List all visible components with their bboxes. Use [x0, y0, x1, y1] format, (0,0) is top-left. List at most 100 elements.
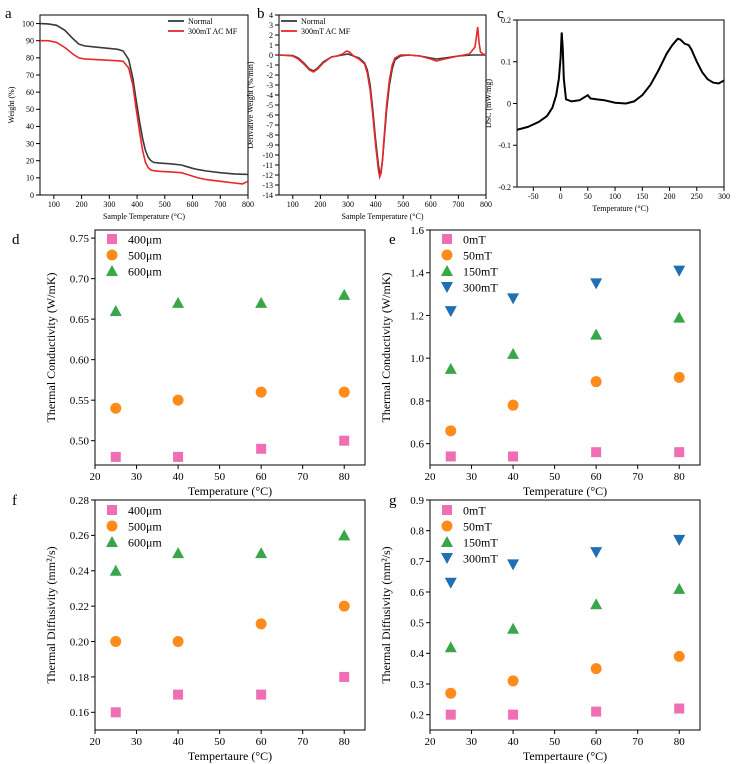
y-tick-label: 0.7: [410, 556, 424, 568]
series-500μm: [110, 386, 350, 414]
y-tick-label: 0.60: [70, 355, 90, 367]
legend-label: 500μm: [128, 249, 162, 263]
series-600μm: [109, 529, 351, 576]
data-point: [674, 703, 685, 714]
x-tick-label: 80: [339, 736, 351, 748]
data-point: [673, 650, 685, 662]
y-tick-label: 50: [26, 105, 34, 114]
y-tick-label: -10: [262, 151, 273, 160]
series-50mT: [445, 371, 685, 437]
y-tick-label: -3: [266, 81, 273, 90]
series-400μm: [110, 671, 350, 718]
x-tick-label: 50: [584, 192, 592, 201]
y-tick-label: -13: [262, 181, 273, 190]
panel-letter: c: [497, 6, 504, 22]
x-axis-label: Tempertaure (°C): [188, 749, 272, 763]
y-tick-label: 0.9: [410, 495, 424, 507]
y-tick-label: -8: [266, 131, 273, 140]
x-tick-label: -50: [528, 192, 539, 201]
data-point: [507, 293, 520, 305]
y-tick-label: 70: [26, 71, 34, 80]
data-point: [590, 328, 603, 340]
x-tick-label: 200: [314, 200, 326, 209]
legend-label: Normal: [188, 17, 213, 26]
x-tick-label: 250: [691, 192, 703, 201]
data-point: [109, 564, 122, 576]
data-point: [338, 600, 350, 612]
series-line-300mt-ac-mf: [279, 26, 486, 181]
data-point: [338, 529, 351, 541]
y-tick-label: 0.18: [70, 672, 90, 684]
y-axis-label: Weight (%): [7, 86, 16, 123]
x-tick-label: 100: [287, 200, 299, 209]
x-tick-label: 500: [397, 200, 409, 209]
x-tick-label: 60: [256, 736, 268, 748]
panel-g: g 20 30 40 50 60 70 80 0.2 0.3 0.4 0.5 0.6 0.7 0.8 0.9 T…: [379, 493, 701, 763]
data-point: [591, 447, 602, 458]
legend-label: 500μm: [128, 520, 162, 534]
legend-label: 50mT: [463, 520, 492, 534]
legend-marker: [106, 536, 118, 547]
y-tick-label: -2: [266, 71, 273, 80]
panel-letter: f: [12, 493, 17, 509]
data-point: [173, 689, 184, 700]
data-point: [590, 598, 603, 610]
series-600μm: [109, 288, 351, 317]
plot-frame: [429, 229, 701, 466]
data-point: [507, 622, 520, 634]
y-axis-label: Derivative Weight (%/min): [246, 61, 255, 149]
panel-letter: d: [12, 232, 20, 248]
legend-label: 600μm: [128, 536, 162, 550]
x-tick-label: 400: [370, 200, 382, 209]
data-point: [674, 447, 685, 458]
data-point: [255, 618, 267, 630]
data-point: [508, 709, 519, 720]
plot-frame: [429, 499, 701, 731]
x-tick-label: 700: [452, 200, 464, 209]
x-axis-label: Tempertaure (°C): [523, 749, 607, 763]
legend-label: Normal: [301, 17, 326, 26]
y-tick-label: 1.4: [410, 268, 424, 280]
y-tick-label: 0: [30, 191, 34, 200]
data-point: [444, 577, 457, 589]
x-tick-label: 80: [339, 471, 351, 483]
y-tick-label: -12: [262, 171, 273, 180]
data-point: [338, 386, 350, 398]
y-tick-label: 1: [269, 41, 273, 50]
data-point: [673, 311, 686, 323]
y-tick-label: -11: [263, 161, 273, 170]
series-line-dsc: [517, 32, 724, 131]
legend-marker: [107, 505, 117, 515]
data-point: [591, 706, 602, 717]
data-point: [255, 296, 268, 308]
x-tick-label: 400: [131, 200, 143, 209]
x-tick-label: 50: [214, 736, 226, 748]
x-tick-label: 300: [718, 192, 730, 201]
data-point: [256, 689, 267, 700]
series-0mT: [445, 703, 685, 720]
y-tick-label: -0.1: [498, 141, 511, 150]
data-point: [445, 451, 456, 462]
panel-letter: a: [5, 6, 12, 22]
y-tick-label: -6: [266, 111, 273, 120]
y-tick-label: 80: [26, 54, 34, 63]
legend-marker: [441, 282, 453, 293]
y-tick-label: 0.8: [410, 526, 424, 538]
y-tick-label: 1.2: [410, 310, 424, 322]
x-tick-label: 20: [425, 736, 437, 748]
x-tick-label: 20: [90, 736, 102, 748]
data-point: [110, 636, 122, 648]
x-tick-label: 600: [187, 200, 199, 209]
data-point: [444, 641, 457, 653]
y-tick-label: 0.2: [501, 16, 511, 25]
y-tick-label: 40: [26, 122, 34, 131]
y-tick-label: -7: [266, 121, 273, 130]
y-tick-label: 0.20: [70, 636, 90, 648]
data-point: [172, 547, 185, 559]
legend-label: 300mT AC MF: [188, 27, 238, 36]
x-tick-label: 40: [508, 471, 520, 483]
y-tick-label: 0.55: [70, 395, 90, 407]
legend-marker: [107, 234, 117, 244]
y-axis-label: DSC (mW/mg): [484, 79, 493, 128]
